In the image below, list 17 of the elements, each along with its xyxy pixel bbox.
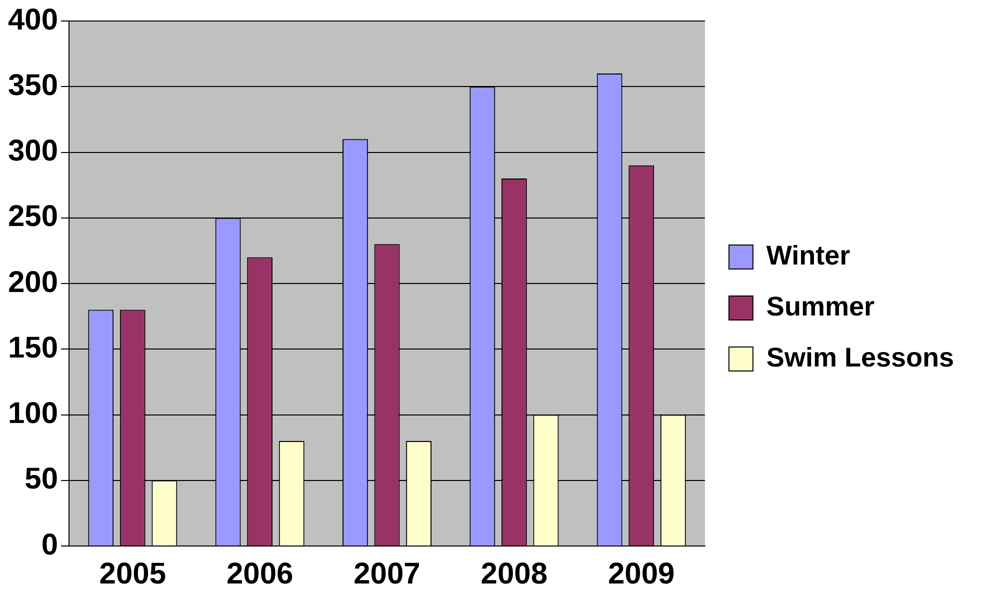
y-tick-label: 250 [8,200,58,234]
y-tick-label: 150 [8,331,58,364]
legend-label: Swim Lessons [766,342,954,372]
x-tick-label: 2009 [608,557,675,590]
legend-label: Winter [766,240,851,270]
legend-label: Summer [766,291,875,322]
y-tick-label: 100 [8,397,58,430]
y-tick-label: 200 [8,266,58,299]
x-tick-label: 2005 [99,557,166,590]
y-tick-label: 300 [8,134,58,168]
y-tick-label: 50 [24,462,58,496]
y-tick-label: 0 [41,528,58,562]
y-tick-label: 400 [8,3,58,36]
x-tick-label: 2008 [480,557,548,590]
x-tick-label: 2006 [226,557,294,590]
y-tick-label: 350 [8,68,58,102]
x-tick-label: 2007 [354,557,420,590]
